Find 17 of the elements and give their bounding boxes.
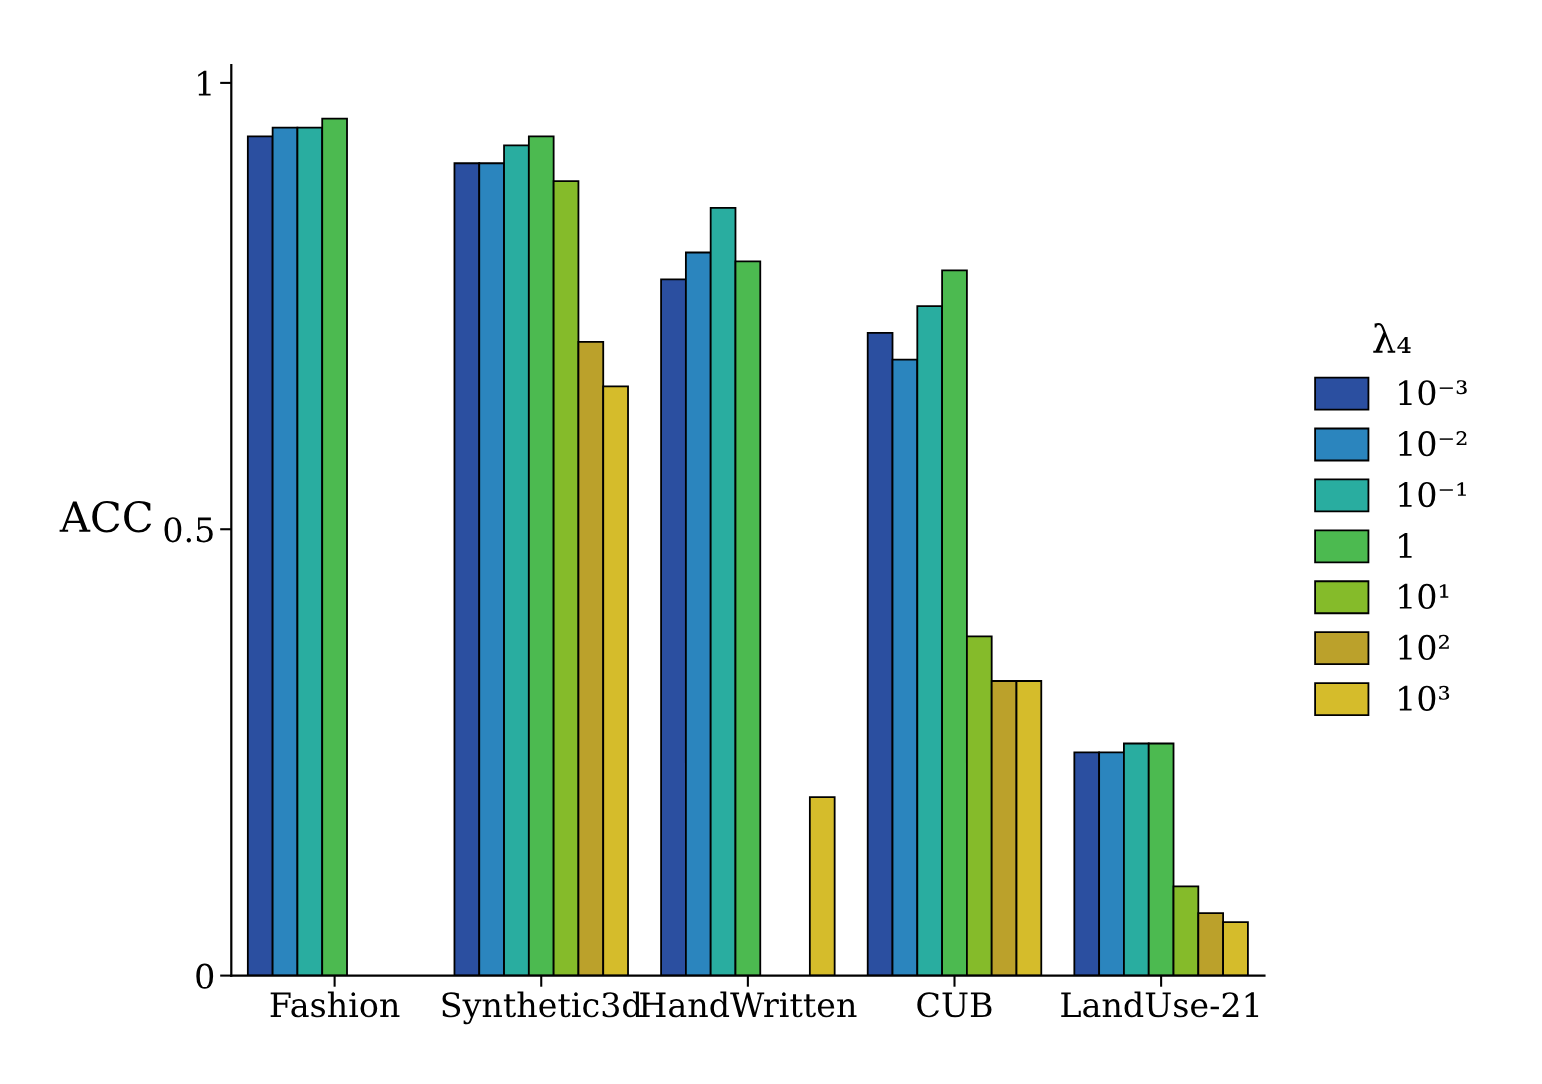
legend-label: 10³ [1399,685,1450,711]
legend-label: 10² [1399,634,1449,661]
x-tick-label: LandUse-21 [1061,991,1259,1018]
legend-label: 1 [1399,532,1412,558]
legend-label: 10¹ [1399,583,1449,610]
y-tick-label: 0.5 [164,517,213,543]
y-tick-label: 1 [198,70,211,96]
x-tick-label: Synthetic3d [442,991,642,1025]
x-tick-label: CUB [917,992,992,1018]
legend-title: λ₄ [1373,323,1411,353]
y-tick-label: 0 [196,963,214,989]
x-tick-label: Fashion [270,991,400,1018]
x-tick-label: HandWritten [640,991,857,1018]
y-axis-title: ACC [59,500,152,533]
legend-label: 10⁻³ [1399,380,1467,406]
legend-label: 10⁻² [1399,431,1467,457]
legend-label: 10⁻¹ [1399,482,1466,508]
